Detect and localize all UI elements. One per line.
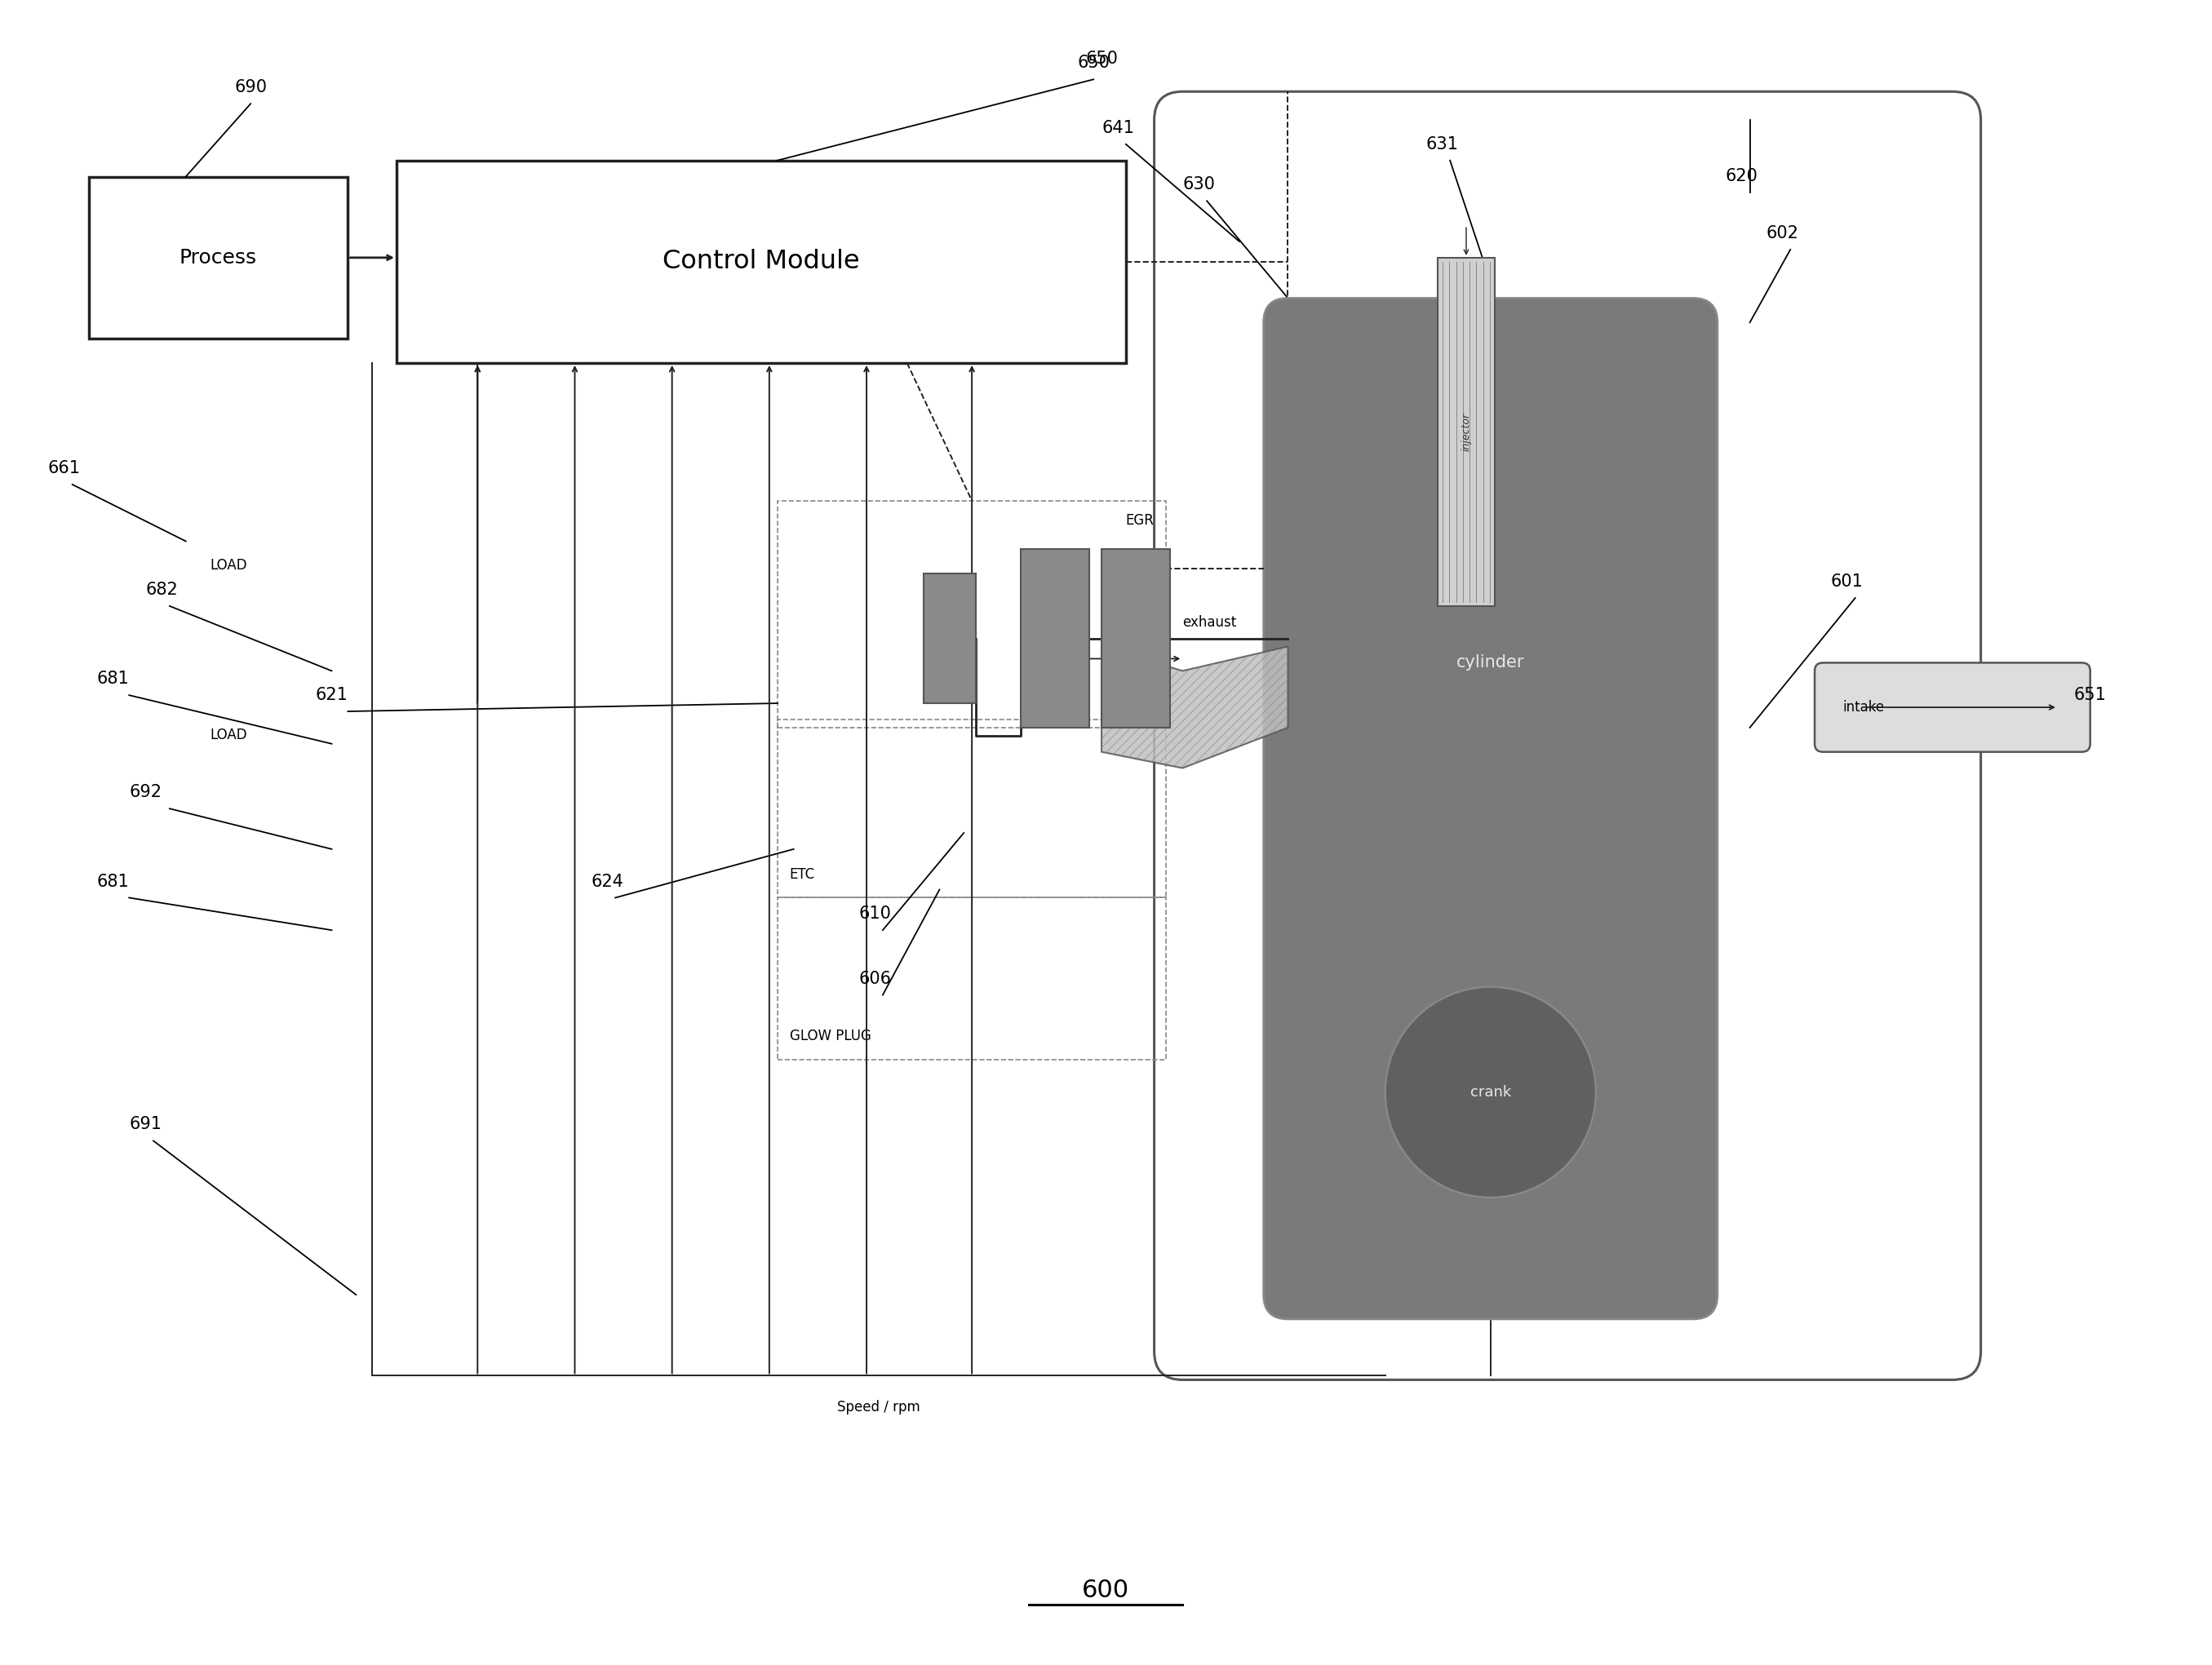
Text: 692: 692 [128, 784, 161, 801]
Text: Process: Process [179, 248, 257, 268]
Text: EGR: EGR [1126, 513, 1155, 528]
Text: injector: injector [1460, 413, 1471, 451]
FancyBboxPatch shape [88, 176, 347, 338]
Text: Control Module: Control Module [664, 250, 860, 275]
Text: Speed / rpm: Speed / rpm [836, 1400, 920, 1415]
Text: 691: 691 [128, 1116, 161, 1132]
Text: 650: 650 [1077, 55, 1110, 72]
Text: 602: 602 [1765, 225, 1798, 241]
FancyBboxPatch shape [922, 574, 975, 703]
Text: 631: 631 [1427, 137, 1458, 152]
Text: 681: 681 [97, 671, 128, 688]
Text: 630: 630 [1183, 176, 1214, 193]
Text: 690: 690 [234, 80, 268, 95]
Circle shape [1385, 987, 1595, 1197]
Text: 650: 650 [1086, 52, 1117, 67]
Text: 620: 620 [1725, 168, 1759, 185]
FancyBboxPatch shape [1102, 549, 1170, 728]
FancyBboxPatch shape [1263, 298, 1717, 1319]
Text: ETC: ETC [790, 867, 814, 881]
Text: intake: intake [1843, 699, 1885, 714]
Text: 651: 651 [2075, 688, 2106, 703]
Text: 600: 600 [1082, 1578, 1130, 1602]
FancyBboxPatch shape [1814, 663, 2090, 753]
Text: GLOW PLUG: GLOW PLUG [790, 1029, 872, 1044]
Text: 621: 621 [316, 688, 347, 703]
FancyBboxPatch shape [396, 160, 1126, 363]
Text: 681: 681 [97, 874, 128, 889]
Text: LOAD: LOAD [210, 558, 248, 573]
FancyBboxPatch shape [1155, 92, 1980, 1380]
Text: 641: 641 [1102, 120, 1135, 137]
Text: 610: 610 [858, 906, 891, 922]
Text: 661: 661 [49, 460, 80, 476]
Text: exhaust: exhaust [1183, 614, 1237, 629]
Polygon shape [1102, 646, 1287, 768]
Text: 682: 682 [146, 581, 177, 598]
FancyBboxPatch shape [1438, 258, 1495, 606]
FancyBboxPatch shape [1020, 549, 1088, 728]
Text: 624: 624 [591, 874, 624, 889]
Text: LOAD: LOAD [210, 728, 248, 743]
Text: crank: crank [1471, 1086, 1511, 1099]
Text: cylinder: cylinder [1455, 654, 1524, 671]
Text: 601: 601 [1832, 573, 1863, 589]
Text: 606: 606 [858, 971, 891, 987]
